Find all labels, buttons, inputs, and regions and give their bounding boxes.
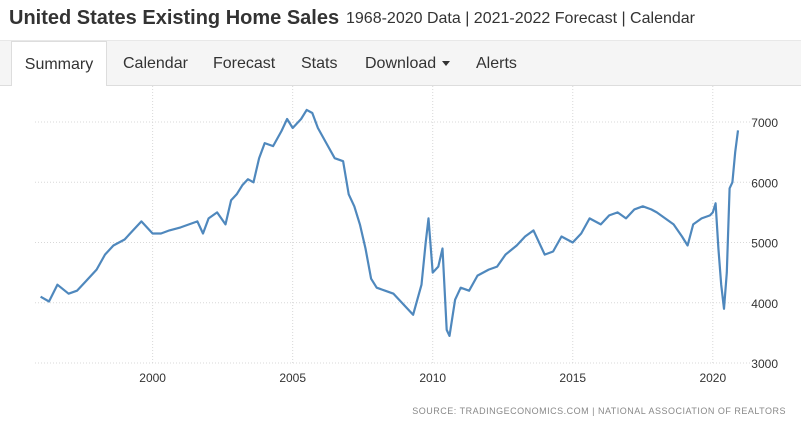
y-tick-label: 5000	[751, 237, 778, 251]
tab-alerts-label: Alerts	[476, 55, 517, 72]
y-tick-label: 4000	[751, 297, 778, 311]
tab-stats[interactable]: Stats	[301, 41, 337, 87]
page-subtitle: 1968-2020 Data | 2021-2022 Forecast | Ca…	[346, 10, 695, 27]
tab-download-label: Download	[365, 55, 437, 72]
x-tick-label: 2010	[419, 371, 446, 385]
tab-calendar[interactable]: Calendar	[123, 41, 188, 87]
chart-area: 3000 4000 5000 6000 7000 2000 2005 2010 2015 2020…	[0, 86, 801, 435]
x-tick-label: 2020	[699, 371, 726, 385]
tab-summary[interactable]: Summary	[11, 41, 107, 88]
x-tick-label: 2015	[559, 371, 586, 385]
chevron-down-icon	[442, 61, 451, 67]
tab-alerts[interactable]: Alerts	[476, 41, 517, 87]
tab-forecast[interactable]: Forecast	[213, 41, 275, 87]
y-tick-label: 3000	[751, 357, 778, 371]
chart-source: SOURCE: TRADINGECONOMICS.COM | NATIONAL …	[412, 406, 786, 416]
page-title: United States Existing Home Sales	[9, 7, 340, 29]
tab-summary-label: Summary	[24, 56, 94, 73]
series-line	[40, 108, 740, 337]
y-tick-label: 6000	[751, 176, 778, 190]
y-tick-label: 7000	[751, 116, 778, 130]
page-header: United States Existing Home Sales 1968-2…	[0, 0, 801, 40]
tab-forecast-label: Forecast	[213, 55, 276, 72]
tab-stats-label: Stats	[301, 55, 338, 72]
tab-download[interactable]: Download	[365, 41, 451, 87]
line-chart: 3000 4000 5000 6000 7000 2000 2005 2010 2015 2020…	[35, 86, 786, 416]
x-tick-label: 2000	[139, 371, 166, 385]
tab-calendar-label: Calendar	[123, 55, 188, 72]
x-tick-label: 2005	[279, 371, 306, 385]
tab-bar: Summary Calendar Forecast Stats Download…	[0, 40, 801, 88]
